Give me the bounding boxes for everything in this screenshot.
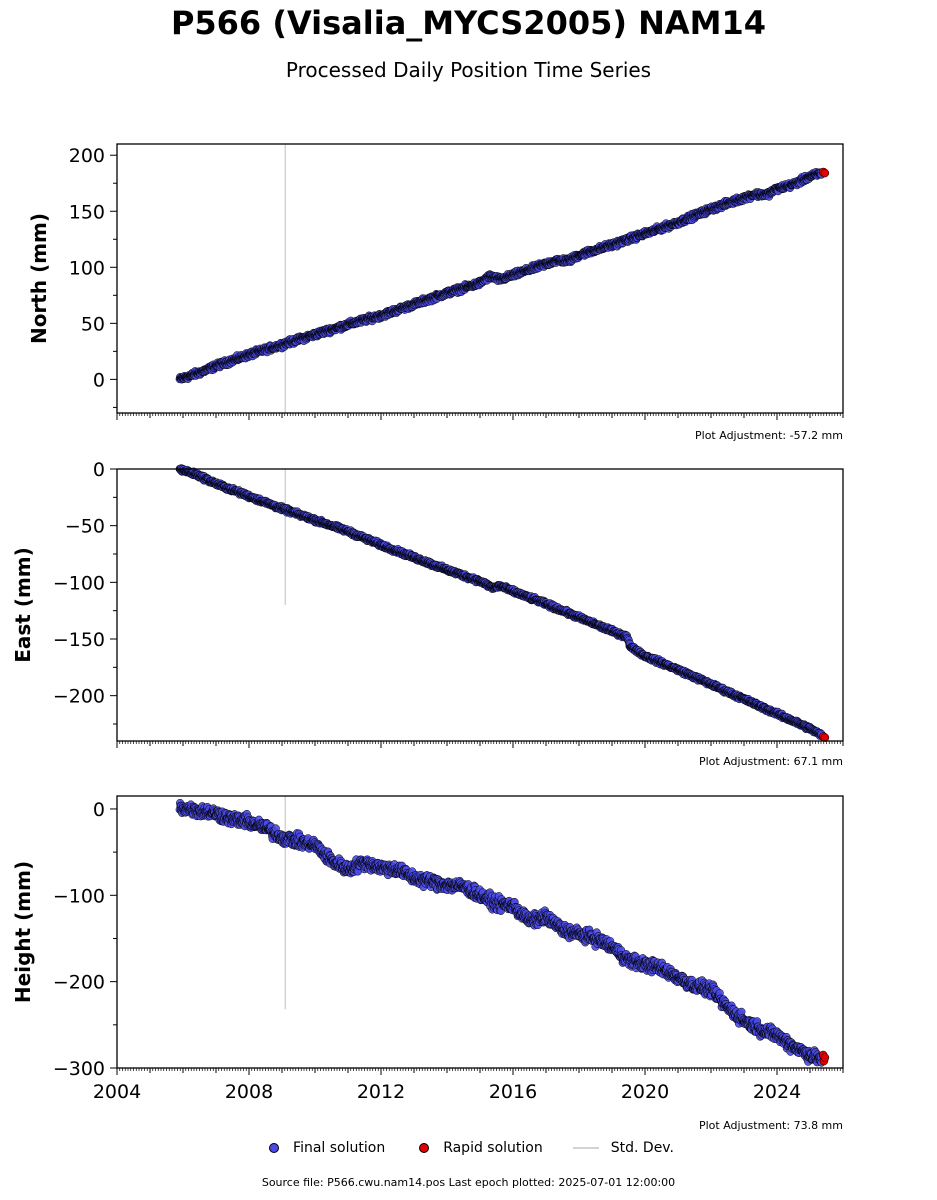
y-tick-label: 100 [69, 257, 105, 279]
plot-adjustment-label: Plot Adjustment: -57.2 mm [695, 429, 843, 442]
y-tick-label: −200 [53, 686, 105, 708]
y-tick-label: −150 [53, 629, 105, 651]
y-tick-label: 200 [69, 145, 105, 167]
y-tick-label: 50 [81, 313, 105, 335]
y-axis-label: North (mm) [27, 213, 51, 344]
y-tick-label: 0 [93, 459, 105, 481]
y-tick-label: −100 [53, 572, 105, 594]
chart-title: P566 (Visalia_MYCS2005) NAM14 [170, 4, 767, 42]
y-tick-label: 150 [69, 201, 105, 223]
y-tick-label: −50 [65, 516, 105, 538]
y-tick-label: 0 [93, 369, 105, 391]
rapid-solution-point [820, 168, 830, 178]
plot-adjustment-label: Plot Adjustment: 67.1 mm [699, 755, 843, 768]
y-axis-label: East (mm) [11, 547, 35, 663]
chart-subtitle: Processed Daily Position Time Series [285, 58, 652, 82]
